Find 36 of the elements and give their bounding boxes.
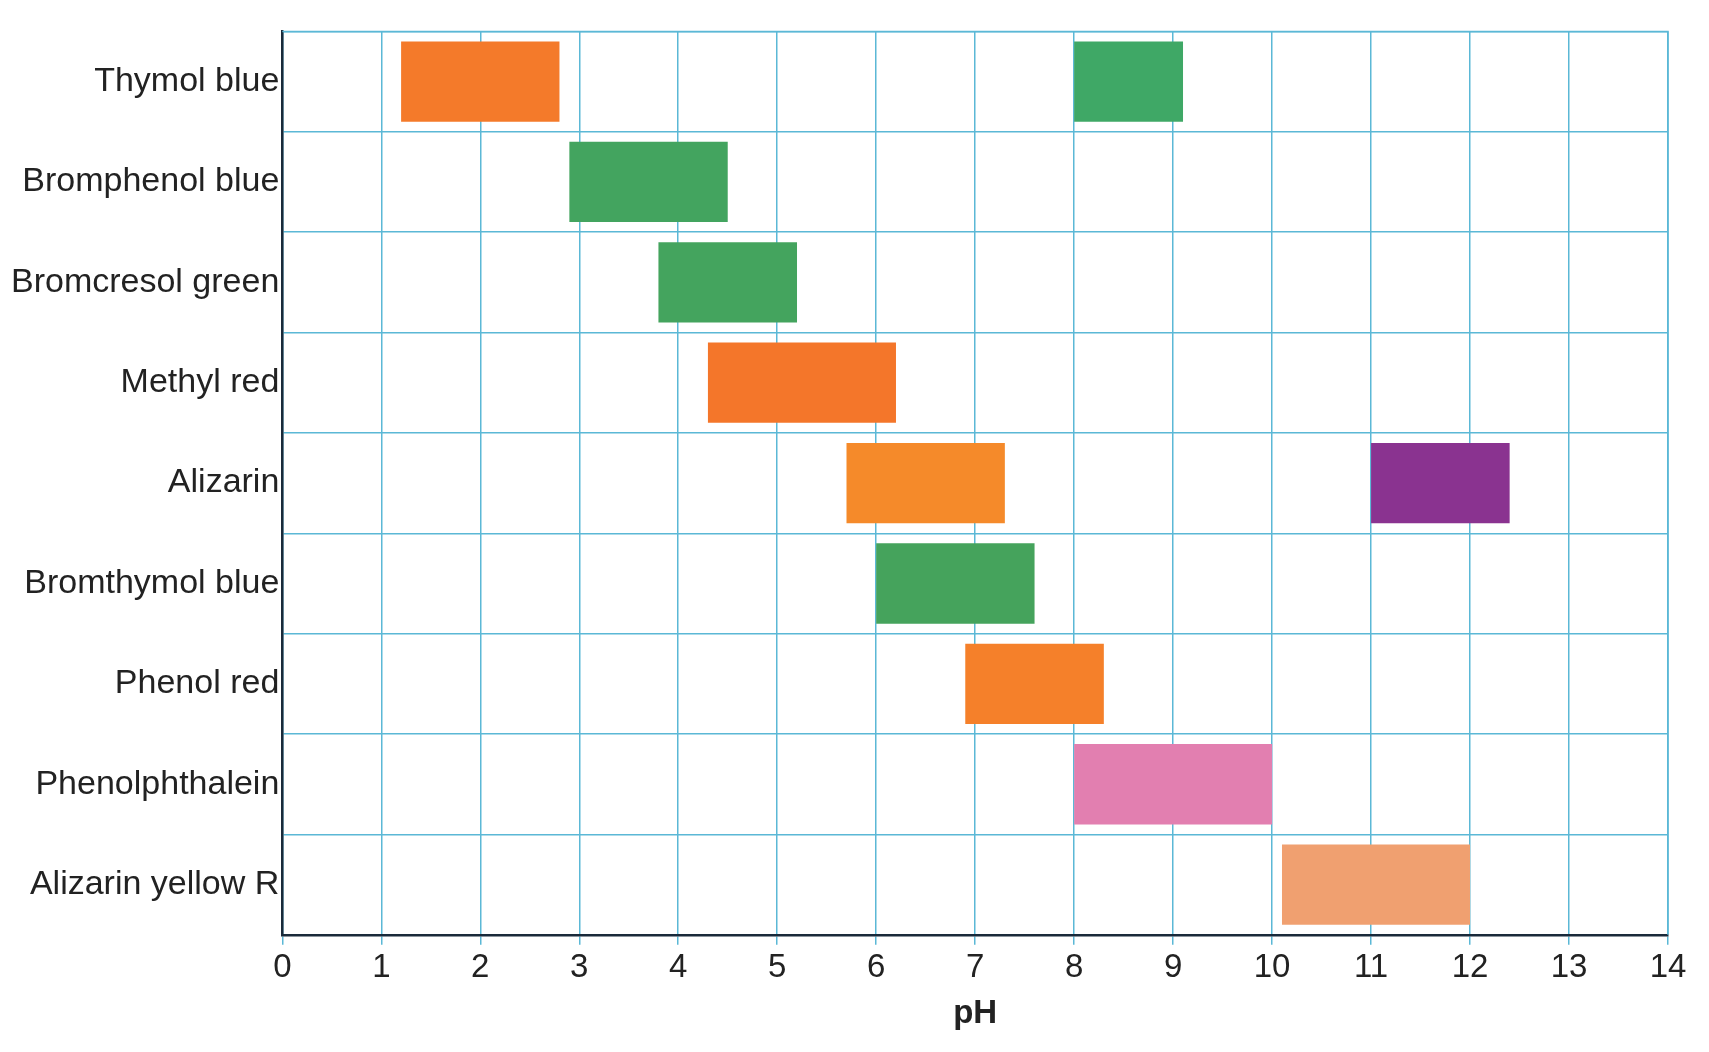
x-tick-label: 4 [669,946,688,984]
x-tick-label: 12 [1451,946,1489,984]
y-tick-label: Alizarin [167,461,280,500]
y-tick-label: Phenolphthalein [35,762,280,801]
x-tick-label: 2 [471,946,490,984]
x-tick-label: 5 [768,946,787,984]
x-axis-title: pH [953,993,998,1031]
x-tick-label: 14 [1649,946,1687,984]
bar [1371,442,1510,524]
bar [846,442,1005,524]
x-tick-label: 11 [1353,946,1389,984]
y-tick-label: Thymol blue [94,59,280,98]
bar [1281,844,1471,925]
y-tick-label: Bromphenol blue [22,160,280,199]
y-tick-label: Phenol red [114,662,280,701]
x-tick-label: 9 [1163,946,1183,984]
x-tick-label: 7 [965,946,985,984]
y-tick-label: Methyl red [120,361,280,400]
bar [707,342,896,423]
x-tick-label: 1 [372,946,391,984]
y-tick-label: Bromcresol green [10,260,280,299]
bar [401,41,560,122]
bar [658,242,798,323]
bar [1074,41,1184,122]
x-tick-label: 6 [867,946,886,984]
x-tick-label: 0 [273,946,292,984]
bar [569,141,728,223]
bar [965,643,1104,725]
x-tick-label: 8 [1064,946,1084,984]
bar [1074,744,1273,825]
y-tick-label: Bromthymol blue [24,561,280,600]
x-tick-label: 13 [1550,946,1588,984]
y-tick-label: Alizarin yellow R [29,862,280,901]
x-tick-label: 3 [570,946,589,984]
x-tick-label: 10 [1253,946,1291,984]
bar [876,543,1035,624]
